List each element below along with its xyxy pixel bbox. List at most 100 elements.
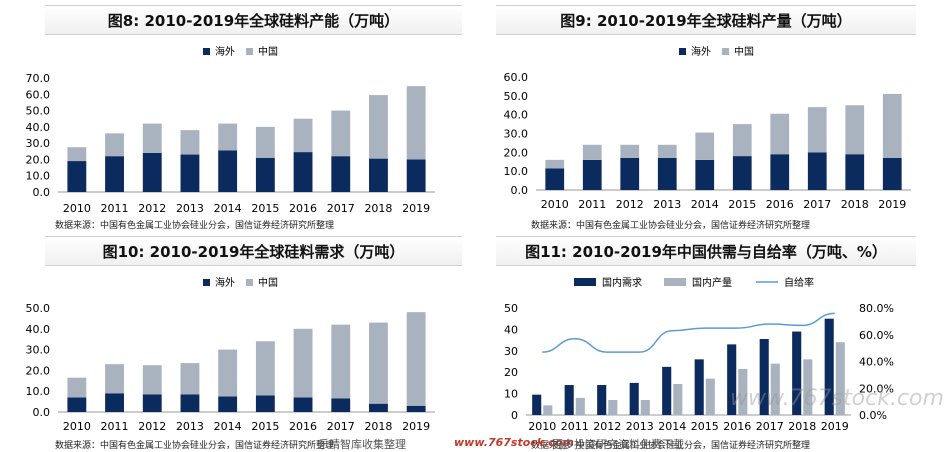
chart-source: 数据来源：中国有色金属工业协会硅业分会，国信证券经济研究所整理 — [531, 221, 811, 231]
x-tick-label: 2014 — [214, 420, 242, 433]
x-tick-label: 2011 — [561, 420, 589, 433]
x-tick-label: 2011 — [101, 202, 129, 215]
bar-overseas — [807, 152, 827, 190]
y-tick-label: 0.0 — [511, 184, 529, 197]
x-tick-label: 2012 — [138, 202, 166, 215]
bar-overseas — [105, 393, 124, 412]
chart-svg: 0 10 20 30 40 50 2010 2011 2012 2013 2014 2015 2016 2… — [504, 276, 894, 433]
bar-overseas — [331, 398, 351, 412]
bar-overseas — [105, 156, 124, 192]
x-tick-label: 2012 — [616, 198, 644, 211]
bar-china — [180, 130, 200, 155]
bar-overseas — [406, 159, 426, 192]
bar-overseas — [293, 397, 313, 412]
bar-china — [293, 328, 313, 398]
legend-swatch-china — [722, 48, 729, 55]
legend-label-overseas: 海外 — [215, 45, 235, 58]
bar-overseas — [369, 403, 388, 412]
bar-china — [331, 110, 351, 157]
x-tick-label: 2019 — [402, 420, 430, 433]
bar-china — [105, 133, 124, 157]
chart-source: 数据来源：中国有色金属工业协会硅业分会，国信证券经济研究所整理 — [55, 221, 335, 231]
bar-china — [770, 113, 790, 155]
x-tick-label: 2015 — [251, 202, 279, 215]
x-tick-label: 2012 — [593, 420, 621, 433]
legend-swatch-china — [246, 279, 253, 286]
chart-title: 图10: 2010-2019年全球硅料需求（万吨） — [45, 236, 462, 266]
bar-overseas — [218, 396, 238, 412]
bar-china — [369, 95, 388, 159]
chart-svg: 0.0 10.0 20.0 30.0 40.0 50.0 2010 2011 2012 2013 2… — [26, 276, 435, 433]
legend-label-demand: 国内需求 — [602, 276, 642, 289]
bar-overseas — [545, 168, 565, 190]
bar-china — [255, 341, 275, 396]
bar-overseas — [770, 154, 790, 190]
bar-china — [845, 105, 865, 155]
y-tick-label: 40.0 — [26, 121, 51, 134]
bar-domestic-production — [705, 378, 715, 415]
bar-domestic-production — [803, 359, 813, 415]
x-tick-label: 2015 — [728, 198, 756, 211]
watermark-site: www.767stock.com — [454, 436, 574, 449]
bar-china — [105, 364, 124, 394]
y-tick-label: 50.0 — [26, 302, 51, 315]
x-tick-label: 2014 — [658, 420, 686, 433]
legend-label-overseas: 海外 — [691, 45, 711, 58]
bar-china — [807, 107, 827, 153]
legend-label-china: 中国 — [258, 45, 278, 58]
y-tick-label: 30.0 — [26, 137, 51, 150]
chart-panel-fig8: 图8: 2010-2019年全球硅料产能（万吨） 0.0 10.0 20.0 30.0… — [0, 0, 475, 232]
bar-overseas — [255, 157, 275, 192]
x-tick-label: 2012 — [138, 420, 166, 433]
y-tick-label: 10 — [504, 388, 518, 401]
x-tick-label: 2016 — [723, 420, 751, 433]
bar-domestic-demand — [792, 331, 802, 415]
bar-domestic-production — [835, 342, 845, 415]
bar-domestic-demand — [727, 344, 737, 415]
bar-overseas — [732, 156, 752, 190]
bar-overseas — [67, 397, 87, 412]
x-tick-label: 2016 — [289, 420, 317, 433]
y2-tick-label: 80.0% — [859, 302, 894, 315]
x-tick-label: 2019 — [878, 198, 906, 211]
chart-source: 数据来源：中国有色金属工业协会硅业分会，国信证券经济研究所整理 — [55, 441, 335, 451]
bar-overseas — [142, 152, 162, 192]
x-tick-label: 2019 — [402, 202, 430, 215]
legend-label-ratio: 自给率 — [784, 276, 814, 289]
chart-title: 图11: 2010-2019年中国供需与自给率（万吨、%） — [496, 236, 916, 266]
legend-swatch-china — [246, 48, 253, 55]
bar-china — [882, 93, 902, 158]
x-tick-label: 2018 — [364, 420, 392, 433]
bar-china — [218, 349, 238, 397]
bar-domestic-demand — [824, 318, 834, 415]
x-tick-label: 2015 — [251, 420, 279, 433]
x-tick-label: 2017 — [327, 420, 355, 433]
bar-china — [67, 147, 87, 162]
bar-domestic-production — [640, 400, 650, 415]
bar-china — [406, 86, 426, 160]
legend-label-overseas: 海外 — [215, 276, 235, 289]
bar-china — [255, 126, 275, 158]
y-tick-label: 60.0 — [26, 88, 51, 101]
bar-domestic-production — [608, 400, 618, 415]
x-tick-label: 2010 — [63, 202, 91, 215]
watermark-text: 乐晴智库收集整理 — [318, 438, 406, 451]
bar-overseas — [582, 159, 602, 190]
bar-china — [218, 123, 238, 151]
bar-china — [180, 363, 200, 395]
bar-overseas — [620, 157, 640, 190]
x-tick-label: 2018 — [788, 420, 816, 433]
bar-china — [657, 144, 677, 158]
bar-overseas — [882, 157, 902, 190]
bar-china — [695, 132, 715, 160]
legend-label-china: 中国 — [734, 45, 754, 58]
bar-overseas — [331, 156, 351, 192]
x-tick-label: 2010 — [541, 198, 569, 211]
bar-china — [331, 324, 351, 399]
y-tick-label: 20.0 — [26, 153, 51, 166]
y2-tick-label: 0.0% — [859, 409, 887, 422]
y-tick-label: 50.0 — [504, 90, 529, 103]
chart-panel-fig11: 图11: 2010-2019年中国供需与自给率（万吨、%） 0 10 20 30 40 5… — [476, 236, 951, 451]
y-tick-label: 50 — [504, 302, 518, 315]
bar-overseas — [657, 157, 677, 190]
